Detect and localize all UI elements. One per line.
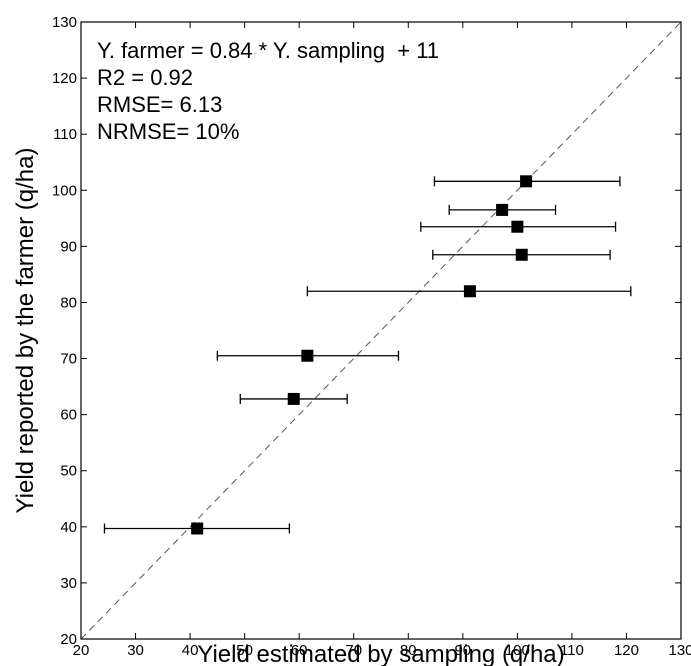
x-tick-label: 70 [345, 642, 362, 659]
data-point [520, 175, 533, 188]
marker-layer [191, 175, 533, 535]
data-point [463, 285, 476, 298]
data-point [191, 522, 204, 535]
y-tick-label: 110 [53, 126, 77, 143]
x-tick-label: 60 [291, 642, 308, 659]
x-tick-label: 80 [400, 642, 417, 659]
annotation-line: RMSE= 6.13 [97, 92, 222, 117]
x-tick-label: 120 [614, 642, 639, 659]
y-tick-label: 100 [52, 182, 77, 199]
y-tick-label: 50 [60, 463, 77, 480]
x-tick-label: 40 [182, 642, 199, 659]
y-axis-label: Yield reported by the farmer (q/ha) [12, 148, 39, 514]
annotation-line: R2 = 0.92 [97, 65, 193, 90]
data-point [496, 203, 509, 216]
y-tick-label: 120 [52, 70, 77, 87]
x-tick-label: 90 [454, 642, 471, 659]
data-point [287, 392, 300, 405]
x-tick-label: 20 [73, 642, 90, 659]
x-tick-label: 110 [560, 642, 584, 659]
error-bar-layer [103, 176, 632, 534]
data-point [301, 349, 314, 362]
plot-area-frame [80, 21, 682, 640]
x-axis-label: Yield estimated by sampling (q/ha) [197, 641, 564, 666]
x-tick-label: 100 [505, 642, 530, 659]
y-tick-label: 90 [60, 238, 77, 255]
annotation-line: Y. farmer = 0.84 * Y. sampling + 11 [97, 38, 439, 63]
tick-layer: 20 30 40 50 60 70 80 90 100 110 120 130 20 30 40 50 60 70… [52, 14, 691, 659]
y-tick-label: 130 [52, 14, 77, 31]
annotation-line: NRMSE= 10% [97, 119, 239, 144]
y-tick-label: 40 [60, 519, 77, 536]
x-tick-label: 130 [668, 642, 691, 659]
y-tick-label: 20 [60, 631, 77, 648]
data-point [515, 248, 528, 261]
x-tick-label: 50 [236, 642, 253, 659]
x-tick-label: 30 [127, 642, 144, 659]
y-tick-label: 70 [60, 351, 77, 368]
y-tick-label: 60 [60, 407, 77, 424]
data-point [511, 220, 524, 233]
y-tick-label: 30 [60, 575, 77, 592]
y-tick-label: 80 [60, 294, 77, 311]
